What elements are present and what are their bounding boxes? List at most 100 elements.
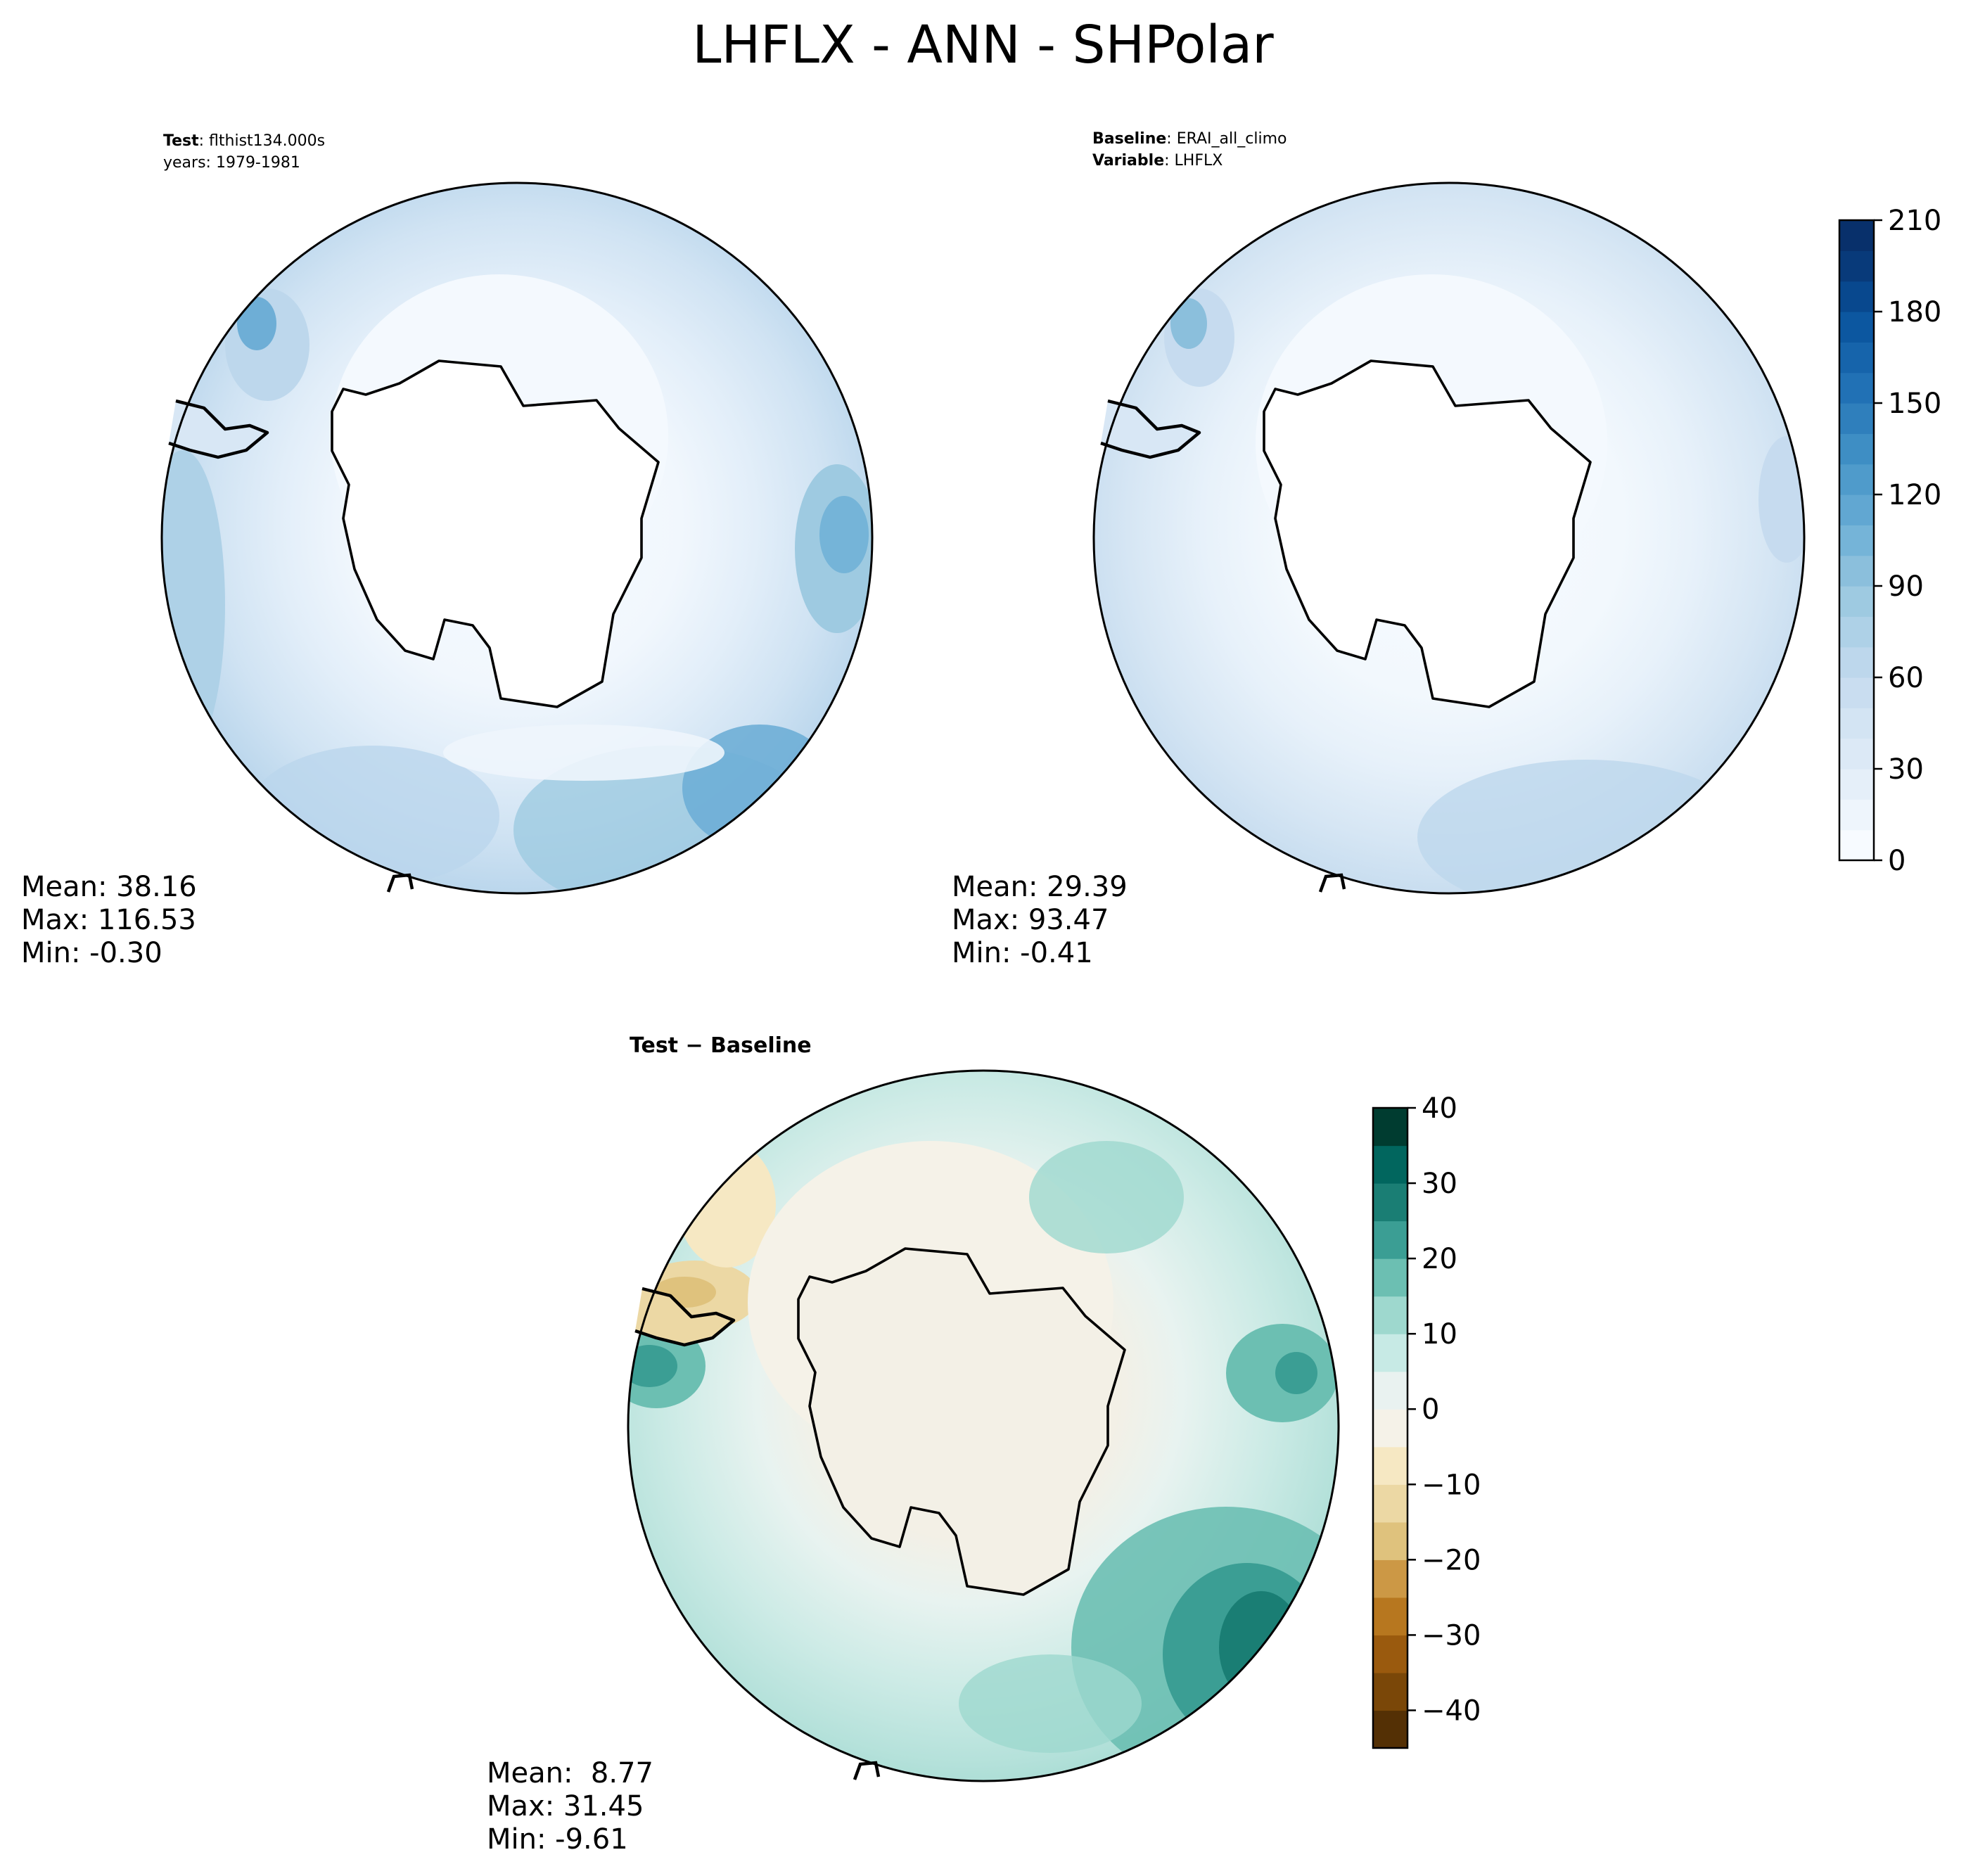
variable-name: LHFLX: [1174, 152, 1223, 170]
difference-field-region: [628, 1345, 677, 1387]
baseline-stats: Mean: 29.39 Max: 93.47 Min: -0.41: [952, 871, 1128, 970]
baseline-panel-header: Baseline: ERAI_all_climo Variable: LHFLX: [1092, 130, 1287, 170]
difference-colorbar-color-cell: [1373, 1220, 1408, 1259]
test-min: Min: -0.30: [21, 937, 162, 969]
difference-colorbar-tick-label: −20: [1422, 1544, 1481, 1576]
difference-colorbar-color-cell: [1373, 1409, 1408, 1448]
difference-colorbar-color-cell: [1373, 1710, 1408, 1749]
test-label: Test: [163, 132, 199, 150]
main-colorbar-color-cell: [1839, 281, 1874, 312]
difference-colorbar-tick-label: −40: [1422, 1695, 1481, 1727]
baseline-field-region: [1417, 760, 1755, 893]
main-colorbar-tick-label: 210: [1888, 205, 1941, 237]
baseline-max: Max: 93.47: [952, 904, 1109, 936]
difference-map: [627, 1069, 1340, 1782]
baseline-name: ERAI_all_climo: [1176, 130, 1287, 148]
difference-colorbar-color-cell: [1373, 1371, 1408, 1410]
south-america-tip: [1100, 399, 1201, 459]
test-field-region: [443, 725, 725, 781]
south-america-tip: [634, 1287, 736, 1347]
difference-colorbar-color-cell: [1373, 1559, 1408, 1598]
difference-field-region: [1275, 1352, 1317, 1394]
main-colorbar-color-cell: [1839, 799, 1874, 831]
coastline-fragment: [386, 873, 414, 893]
main-colorbar-tick-label: 150: [1888, 388, 1941, 420]
main-colorbar-color-cell: [1839, 342, 1874, 374]
main-colorbar-color-cell: [1839, 829, 1874, 861]
baseline-map: [1092, 181, 1806, 895]
variable-label: Variable: [1092, 152, 1165, 170]
difference-colorbar-color-cell: [1373, 1258, 1408, 1297]
antarctica-coastline: [797, 1247, 1126, 1596]
main-colorbar-ticks: 0 30 60 90 120 150 180 210: [1874, 205, 1941, 877]
difference-colorbar-color-cell: [1373, 1183, 1408, 1222]
difference-colorbar-color-cell: [1373, 1145, 1408, 1184]
difference-title: Test − Baseline: [630, 1033, 812, 1058]
difference-colorbar-color-cell: [1373, 1597, 1408, 1636]
difference-colorbar-color-cell: [1373, 1635, 1408, 1673]
difference-colorbar-frame: [1372, 1106, 1409, 1749]
difference-colorbar-tick-label: 0: [1422, 1393, 1439, 1426]
baseline-field-region: [1170, 298, 1207, 349]
difference-stats: Mean: 8.77 Max: 31.45 Min: -9.61: [487, 1757, 653, 1856]
main-colorbar-color-cell: [1839, 312, 1874, 343]
test-field-region: [246, 746, 499, 886]
main-colorbar-color-cell: [1839, 220, 1874, 251]
difference-colorbar-color-cell: [1373, 1672, 1408, 1711]
antarctica-coastline: [331, 359, 660, 708]
main-colorbar-tick-label: 0: [1888, 845, 1906, 877]
main-colorbar-color-cell: [1839, 677, 1874, 708]
main-colorbar-color-cell: [1839, 708, 1874, 739]
test-panel-header: Test: flthist134.000s years: 1979-1981: [163, 130, 325, 174]
main-colorbar-tick-label: 60: [1888, 662, 1924, 694]
test-map-boundary: [160, 181, 874, 895]
main-colorbar-color-cell: [1839, 494, 1874, 525]
difference-colorbar-color-cell: [1373, 1484, 1408, 1523]
main-colorbar-color-cell: [1839, 372, 1874, 404]
main-colorbar-color-cell: [1839, 586, 1874, 617]
difference-colorbar-ticks: −40 −30 −20 −10 0 10 20 30 40: [1408, 1092, 1481, 1727]
difference-mean: Mean: 8.77: [487, 1757, 653, 1789]
test-stats: Mean: 38.16 Max: 116.53 Min: -0.30: [21, 871, 197, 970]
main-colorbar-color-cell: [1839, 403, 1874, 434]
coastline-fragment: [853, 1761, 881, 1780]
main-colorbar-color-cell: [1839, 769, 1874, 800]
test-name: flthist134.000s: [209, 132, 326, 150]
difference-colorbar-tick-label: 20: [1422, 1243, 1457, 1275]
difference-colorbar-tick-label: −30: [1422, 1619, 1481, 1652]
difference-map-boundary: [627, 1069, 1340, 1782]
coastline-fragment: [1318, 873, 1346, 893]
antarctica-coastline: [1263, 359, 1592, 708]
main-colorbar-color-cell: [1839, 464, 1874, 495]
baseline-label: Baseline: [1092, 130, 1167, 148]
main-colorbar-color-cell: [1839, 525, 1874, 556]
difference-colorbar-color-cell: [1373, 1446, 1408, 1485]
difference-colorbar-color-cell: [1373, 1334, 1408, 1372]
test-max: Max: 116.53: [21, 904, 196, 936]
difference-min: Min: -9.61: [487, 1823, 628, 1856]
difference-field-region: [1029, 1141, 1184, 1253]
main-colorbar-tick-label: 180: [1888, 296, 1941, 328]
test-field-region: [237, 297, 276, 350]
difference-colorbar-fill: [1373, 1108, 1408, 1749]
difference-field-region: [959, 1654, 1142, 1753]
main-colorbar-fill: [1839, 220, 1874, 861]
main-colorbar-frame: [1838, 219, 1875, 862]
main-colorbar-color-cell: [1839, 646, 1874, 678]
main-colorbar-color-cell: [1839, 250, 1874, 282]
main-colorbar-color-cell: [1839, 616, 1874, 648]
difference-max: Max: 31.45: [487, 1790, 644, 1823]
main-colorbar-color-cell: [1839, 433, 1874, 465]
test-mean: Mean: 38.16: [21, 871, 197, 903]
baseline-map-boundary: [1092, 181, 1806, 895]
difference-colorbar-color-cell: [1373, 1108, 1408, 1147]
difference-colorbar-tick-label: −10: [1422, 1469, 1481, 1501]
test-field-region: [162, 450, 225, 760]
main-colorbar-color-cell: [1839, 555, 1874, 587]
main-colorbar-tick-label: 120: [1888, 479, 1941, 511]
main-colorbar-tick-label: 90: [1888, 570, 1924, 603]
figure-title: LHFLX - ANN - SHPolar: [692, 15, 1274, 75]
test-field-region: [819, 496, 869, 573]
difference-colorbar-tick-label: 40: [1422, 1092, 1457, 1125]
